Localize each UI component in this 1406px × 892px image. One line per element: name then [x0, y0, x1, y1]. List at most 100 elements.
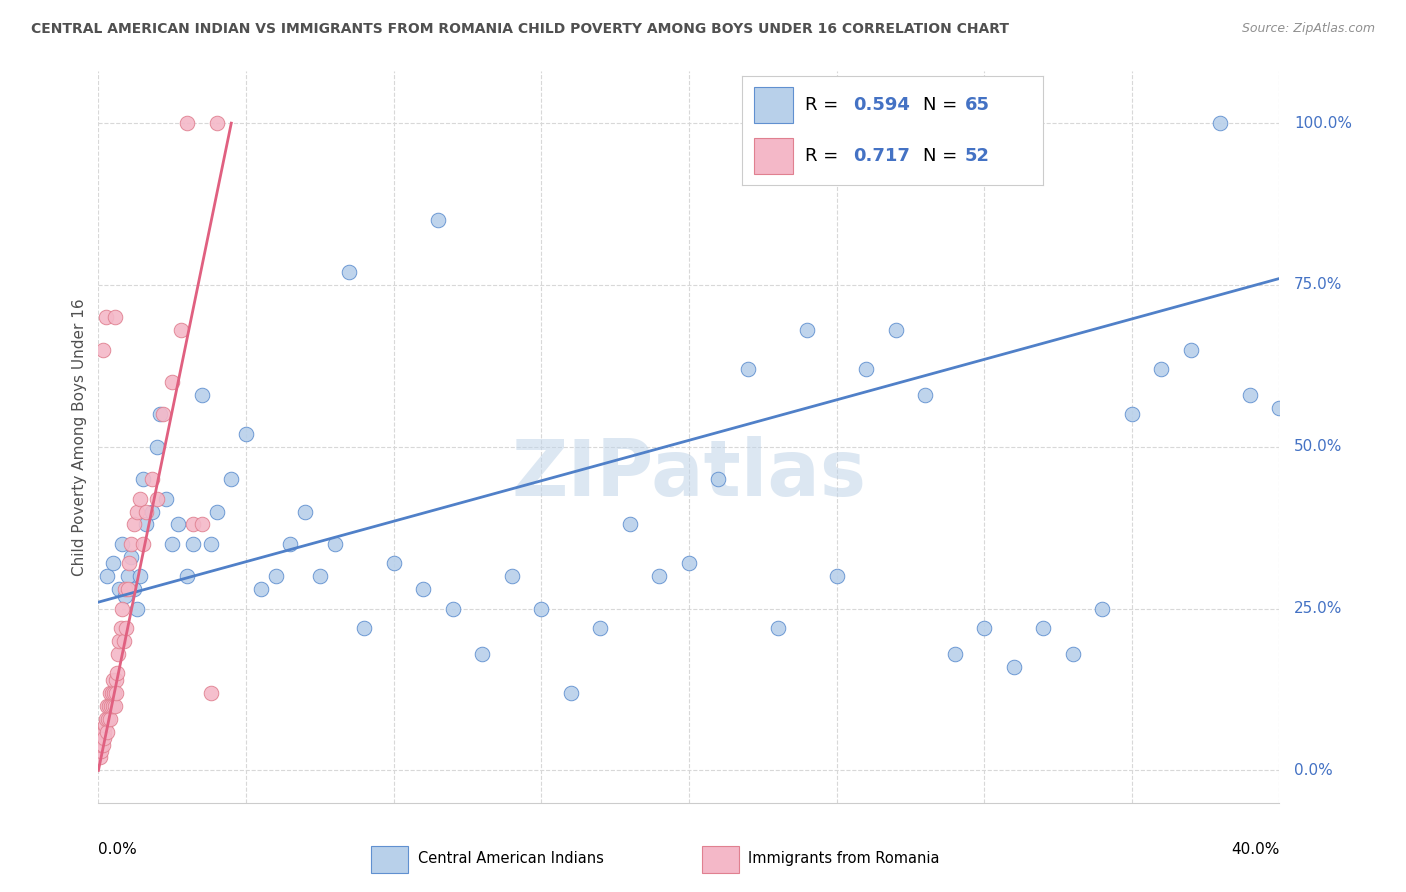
- Point: [110, 621, 132, 635]
- Text: 0.0%: 0.0%: [98, 842, 138, 856]
- Point: [339, 265, 361, 279]
- Point: [200, 537, 222, 551]
- Point: [94, 712, 117, 726]
- Point: [115, 621, 138, 635]
- Text: 100.0%: 100.0%: [1295, 116, 1353, 130]
- Point: [128, 569, 150, 583]
- Point: [441, 601, 464, 615]
- Point: [91, 731, 114, 745]
- Point: [382, 557, 405, 571]
- Point: [111, 601, 134, 615]
- Point: [91, 343, 114, 357]
- Point: [122, 582, 145, 597]
- Point: [120, 549, 142, 564]
- Point: [96, 569, 118, 583]
- Point: [152, 408, 174, 422]
- Point: [117, 569, 139, 583]
- Point: [118, 557, 141, 571]
- Point: [114, 589, 136, 603]
- Point: [766, 621, 789, 635]
- Point: [221, 472, 243, 486]
- Point: [191, 388, 214, 402]
- Point: [91, 738, 114, 752]
- Point: [737, 362, 759, 376]
- Text: 75.0%: 75.0%: [1295, 277, 1343, 293]
- Point: [117, 582, 139, 597]
- Point: [167, 517, 190, 532]
- Point: [135, 517, 157, 532]
- Point: [104, 673, 127, 687]
- Point: [1180, 343, 1202, 357]
- Point: [93, 731, 115, 745]
- Point: [973, 621, 995, 635]
- Point: [135, 504, 157, 518]
- Text: 25.0%: 25.0%: [1295, 601, 1343, 616]
- Point: [108, 634, 131, 648]
- Point: [162, 375, 183, 389]
- Point: [264, 569, 287, 583]
- Point: [855, 362, 877, 376]
- Point: [530, 601, 553, 615]
- Point: [280, 537, 302, 551]
- Point: [98, 686, 121, 700]
- Point: [125, 601, 148, 615]
- Point: [323, 537, 346, 551]
- Point: [560, 686, 582, 700]
- Point: [943, 647, 966, 661]
- Point: [96, 724, 118, 739]
- Point: [125, 504, 148, 518]
- Point: [235, 426, 257, 441]
- Point: [132, 537, 155, 551]
- Point: [914, 388, 936, 402]
- Point: [114, 582, 136, 597]
- Point: [162, 537, 183, 551]
- Point: [132, 472, 155, 486]
- Point: [181, 537, 204, 551]
- Point: [105, 666, 128, 681]
- Point: [89, 750, 111, 764]
- Point: [619, 517, 641, 532]
- Point: [678, 557, 700, 571]
- Point: [501, 569, 523, 583]
- Point: [412, 582, 434, 597]
- Point: [111, 537, 134, 551]
- Point: [1209, 116, 1232, 130]
- Point: [205, 116, 228, 130]
- Point: [141, 472, 163, 486]
- Point: [103, 557, 125, 571]
- Point: [1150, 362, 1173, 376]
- Text: CENTRAL AMERICAN INDIAN VS IMMIGRANTS FROM ROMANIA CHILD POVERTY AMONG BOYS UNDE: CENTRAL AMERICAN INDIAN VS IMMIGRANTS FR…: [31, 22, 1010, 37]
- Point: [146, 491, 169, 506]
- Point: [149, 408, 172, 422]
- Point: [1091, 601, 1114, 615]
- Point: [128, 491, 150, 506]
- Text: Source: ZipAtlas.com: Source: ZipAtlas.com: [1241, 22, 1375, 36]
- Text: 0.0%: 0.0%: [1295, 763, 1333, 778]
- Text: 50.0%: 50.0%: [1295, 439, 1343, 454]
- Point: [1239, 388, 1261, 402]
- Point: [100, 698, 122, 713]
- Point: [1032, 621, 1054, 635]
- Point: [181, 517, 204, 532]
- Point: [104, 698, 127, 713]
- Point: [96, 698, 118, 713]
- Point: [825, 569, 848, 583]
- Point: [155, 491, 177, 506]
- Point: [796, 323, 818, 337]
- Point: [97, 712, 120, 726]
- Point: [146, 440, 169, 454]
- Point: [707, 472, 730, 486]
- Y-axis label: Child Poverty Among Boys Under 16: Child Poverty Among Boys Under 16: [72, 298, 87, 576]
- Point: [471, 647, 494, 661]
- Point: [107, 647, 129, 661]
- Point: [309, 569, 332, 583]
- Point: [170, 323, 193, 337]
- Point: [94, 718, 117, 732]
- Point: [94, 310, 117, 325]
- Point: [294, 504, 316, 518]
- Text: ZIPatlas: ZIPatlas: [512, 435, 866, 512]
- Point: [90, 744, 112, 758]
- Point: [97, 698, 120, 713]
- Point: [1268, 401, 1291, 415]
- Point: [100, 686, 122, 700]
